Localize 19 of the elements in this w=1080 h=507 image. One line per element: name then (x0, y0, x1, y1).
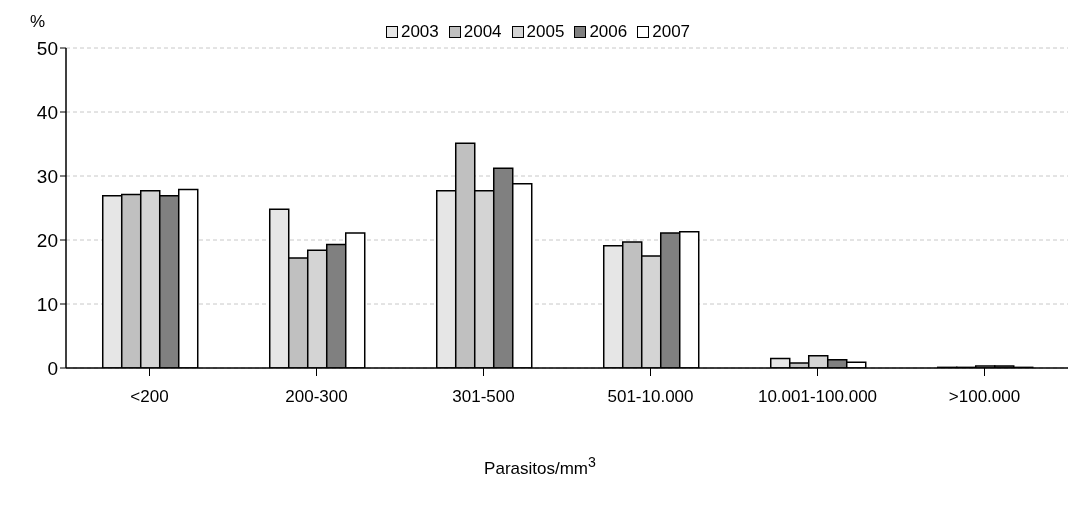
y-tick-label: 20 (36, 229, 58, 251)
legend-label: 2007 (652, 22, 691, 42)
x-tick-label: 501-10.000 (607, 387, 694, 407)
x-tick-label: <200 (130, 387, 169, 407)
y-tick-label: 0 (47, 357, 58, 379)
y-tick-label: 30 (36, 165, 58, 187)
legend-label: 2006 (589, 22, 628, 42)
legend-label: 2005 (526, 22, 565, 42)
y-axis-title: % (30, 12, 46, 32)
y-tick-label: 50 (36, 37, 58, 59)
y-tick-label: 40 (36, 101, 58, 123)
x-axis-title: Parasitos/mm$^{3}$ (483, 454, 597, 479)
y-tick-label: 10 (36, 293, 58, 315)
x-tick-label: >100.000 (948, 387, 1021, 407)
legend-label: 2003 (400, 22, 439, 42)
legend-label: 2004 (463, 22, 502, 42)
x-tick-label: 301-500 (452, 387, 515, 407)
x-tick-label: 10.001-100.000 (757, 387, 878, 407)
x-tick-label: 200-300 (285, 387, 348, 407)
